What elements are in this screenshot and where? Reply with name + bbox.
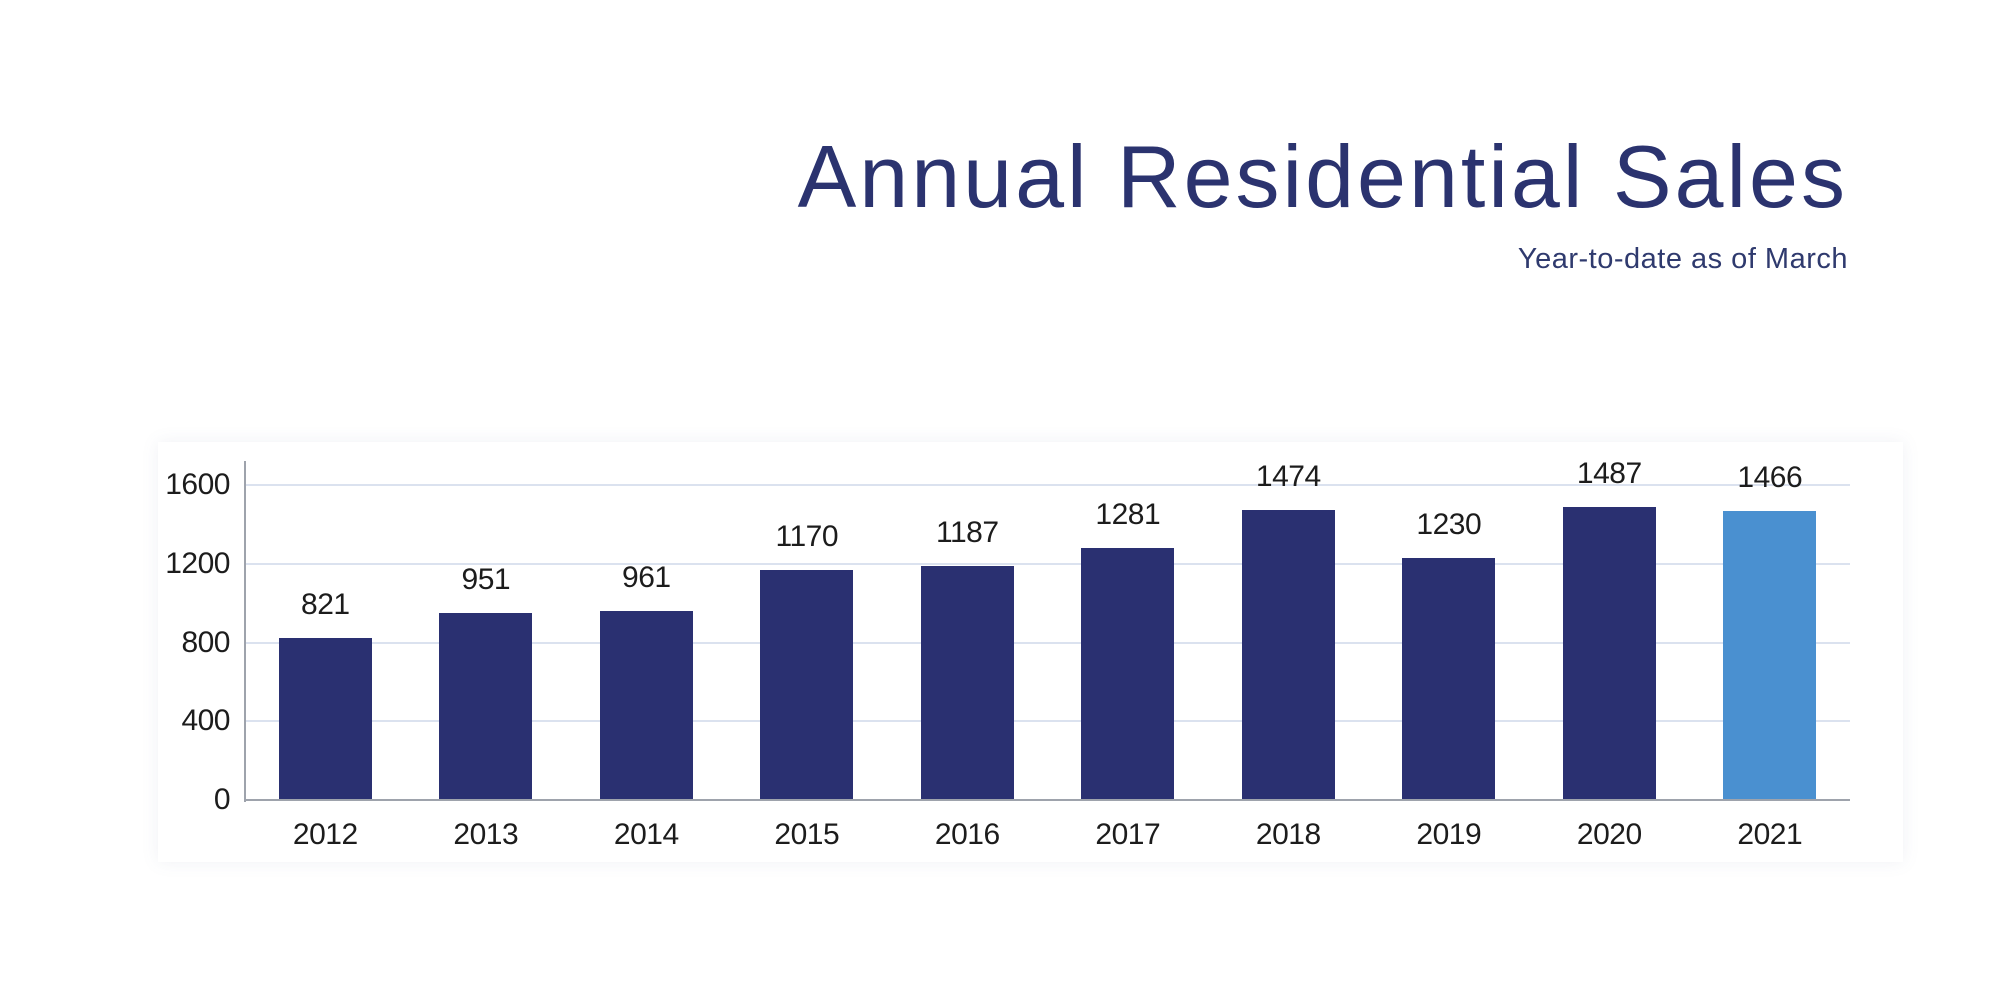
bar-value-label: 951 — [461, 562, 511, 596]
bar-value-label: 1281 — [1095, 497, 1161, 531]
bar — [599, 610, 693, 800]
x-tick-label: 2019 — [1416, 818, 1482, 851]
x-tick-label: 2015 — [774, 818, 840, 851]
gridline — [246, 562, 1850, 565]
gridline — [246, 484, 1850, 486]
chart-subtitle: Year-to-date as of March — [1517, 243, 1848, 275]
x-tick-label: 2018 — [1255, 818, 1321, 851]
x-tick-label: 2013 — [453, 818, 519, 851]
x-tick-label: 2021 — [1737, 818, 1803, 851]
x-tick-label: 2014 — [613, 818, 679, 851]
bar-value-label: 1187 — [936, 516, 999, 550]
bar — [1723, 511, 1817, 800]
x-tick-label: 2016 — [934, 818, 1000, 851]
gridline — [246, 720, 1850, 723]
gridline — [246, 641, 1850, 644]
bar — [1241, 509, 1335, 800]
y-tick-label: 0 — [213, 783, 231, 816]
bar — [1562, 507, 1656, 800]
x-axis-line — [244, 799, 1850, 801]
y-tick-label: 1600 — [165, 468, 230, 501]
bar-value-label: 1474 — [1255, 459, 1321, 493]
y-tick-label: 800 — [181, 625, 230, 659]
x-tick-label: 2020 — [1576, 818, 1642, 851]
bar-value-label: 821 — [301, 588, 350, 622]
y-axis-line — [244, 461, 246, 802]
x-tick-label: 2017 — [1095, 818, 1161, 851]
bar — [920, 566, 1014, 800]
bar — [278, 638, 372, 800]
bar-value-label: 1466 — [1737, 461, 1803, 495]
bar-value-label: 961 — [622, 560, 671, 594]
chart-title: Annual Residential Sales — [797, 127, 1848, 226]
bar-value-label: 1487 — [1576, 457, 1642, 491]
y-tick-label: 1200 — [165, 546, 230, 580]
x-tick-label: 2012 — [292, 818, 358, 851]
bar — [1402, 557, 1496, 800]
bar-value-label: 1230 — [1416, 507, 1482, 541]
bar — [439, 612, 533, 800]
bar — [1081, 547, 1175, 800]
bar-value-label: 1170 — [775, 519, 839, 553]
bar — [760, 569, 854, 800]
y-tick-label: 400 — [181, 704, 230, 738]
